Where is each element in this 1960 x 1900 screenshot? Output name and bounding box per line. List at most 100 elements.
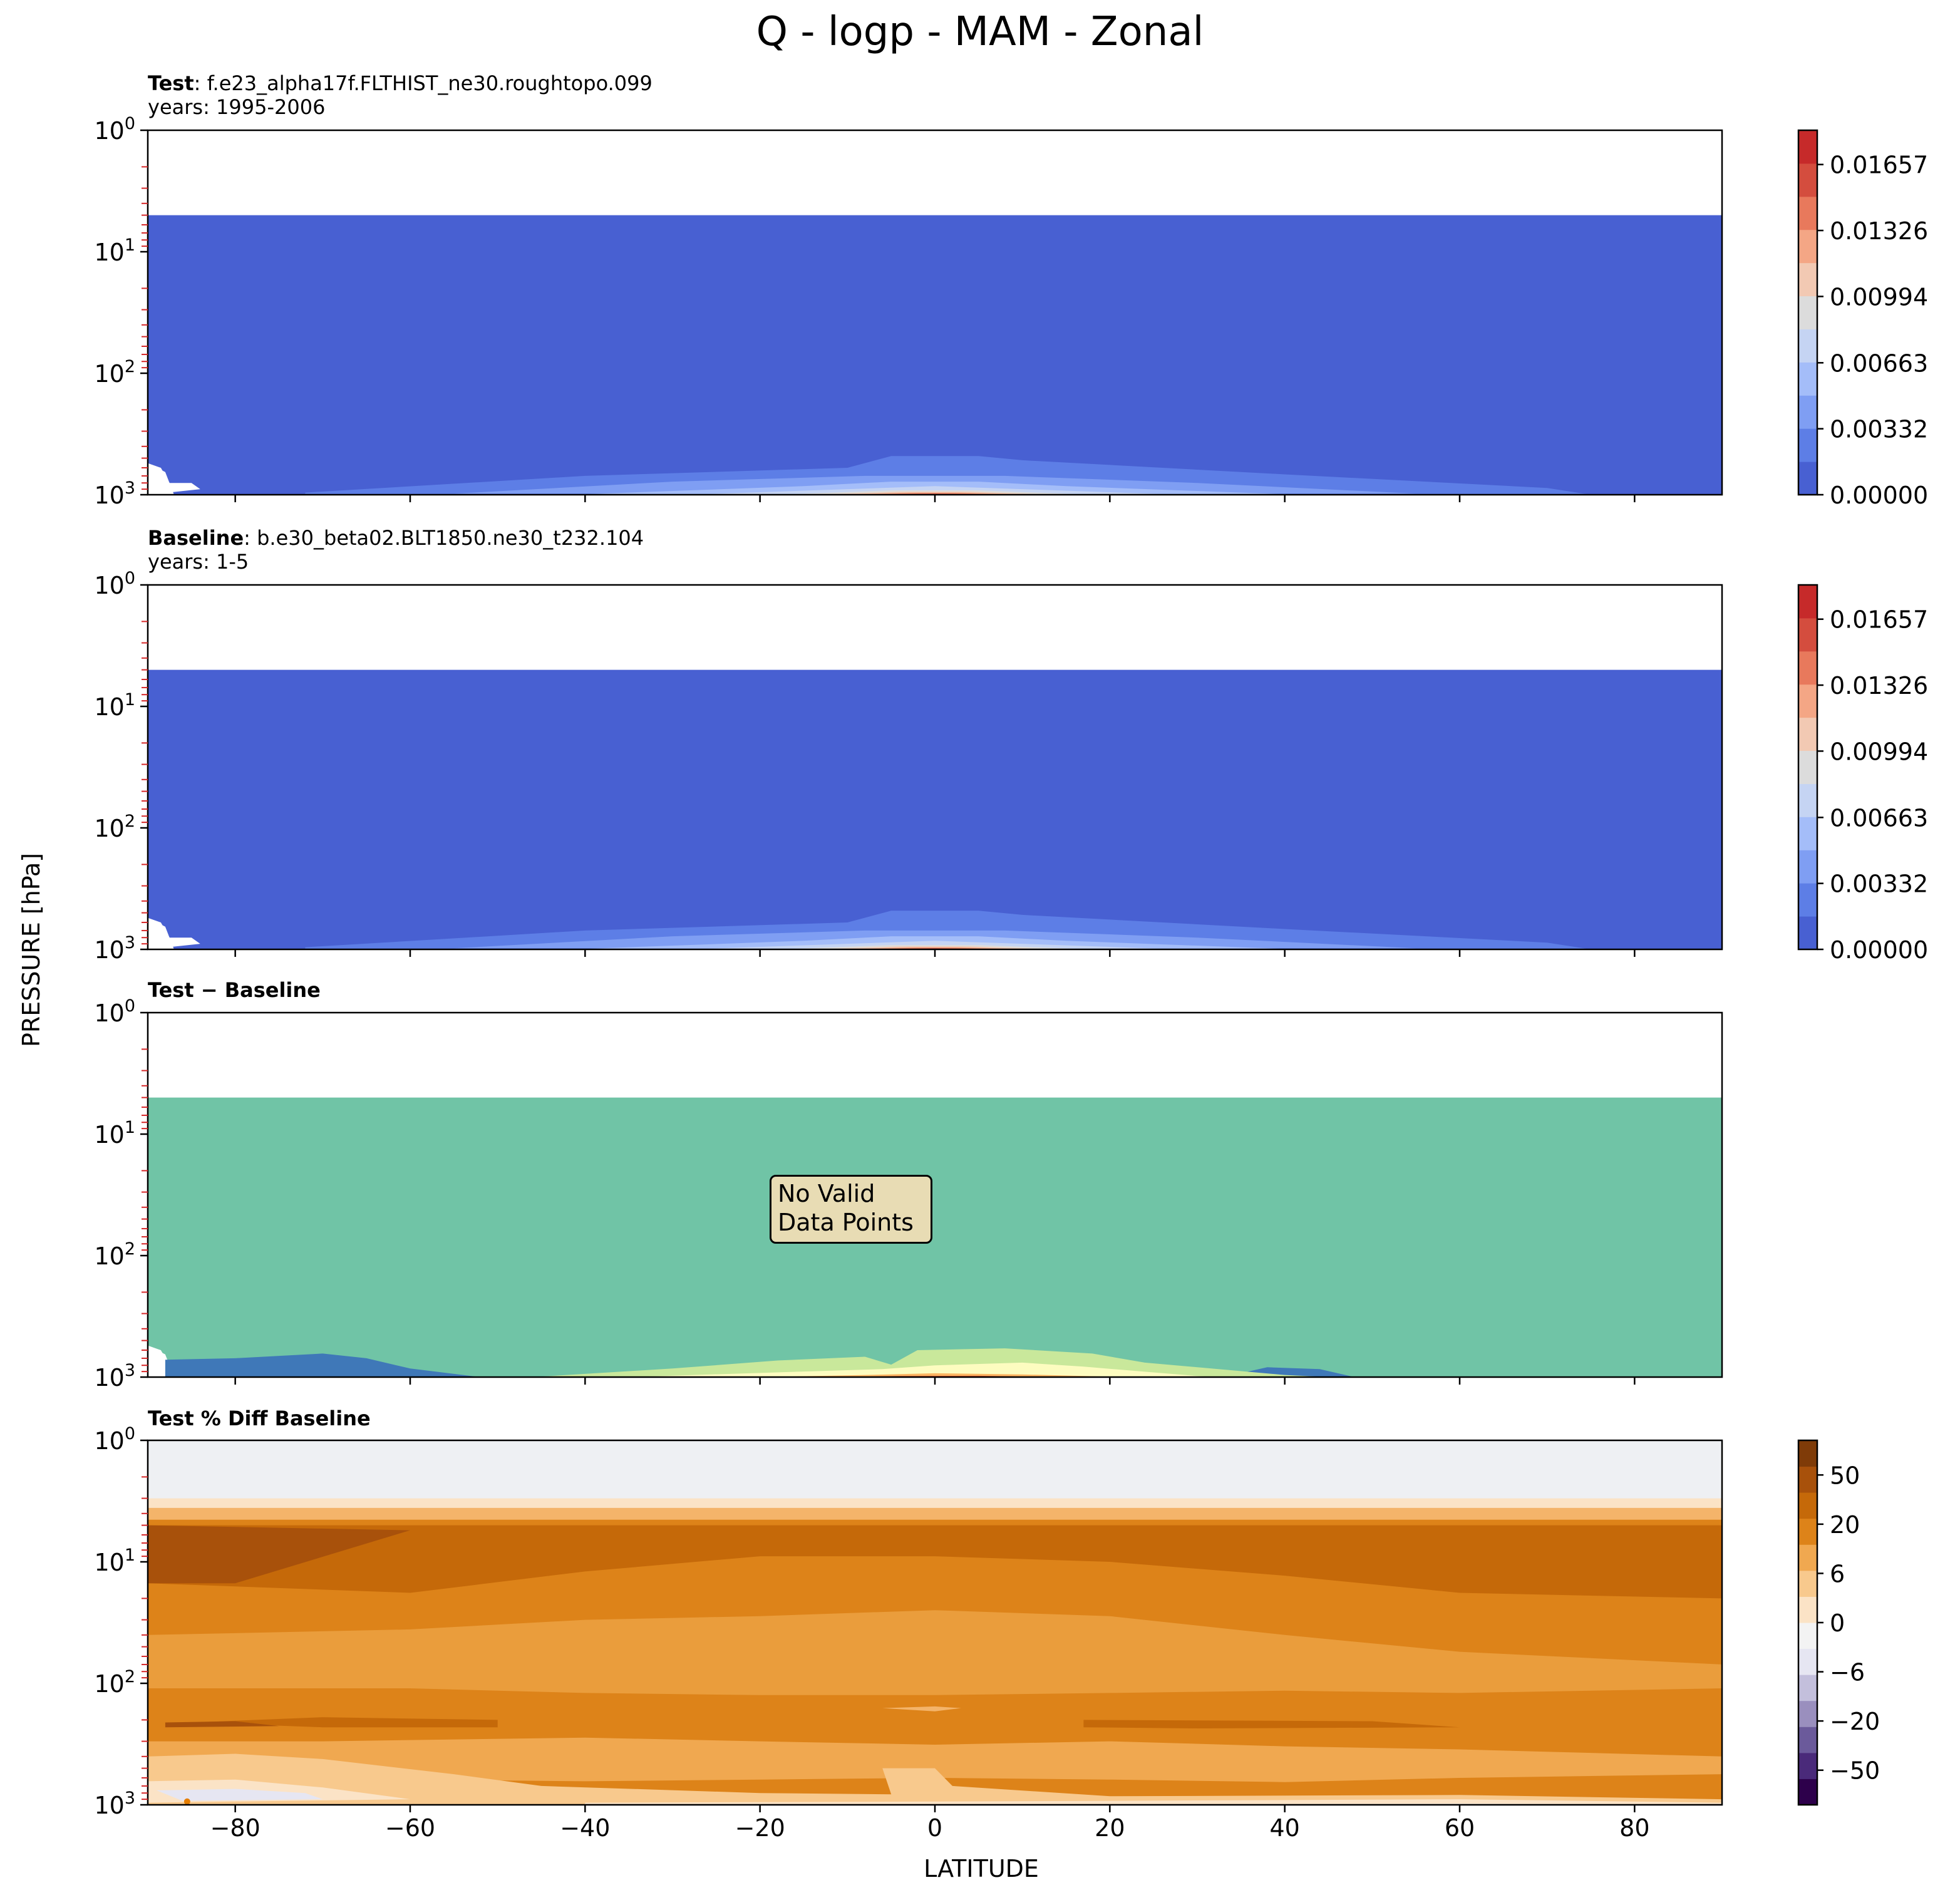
pct-band-13 bbox=[157, 1789, 323, 1801]
y-tick-label: 100 bbox=[94, 996, 135, 1027]
pct-band-8 bbox=[191, 1717, 498, 1728]
colorbar-swatch bbox=[1798, 163, 1817, 197]
colorbar-tick-label: −20 bbox=[1830, 1708, 1880, 1735]
axes-difference: 100 101 102 103 bbox=[94, 996, 1723, 1391]
y-tick-label: 101 bbox=[94, 235, 135, 266]
colorbar-swatch bbox=[1798, 130, 1817, 164]
diff-negative-south bbox=[165, 1353, 480, 1377]
q-field-baseline bbox=[148, 669, 1722, 949]
colorbar-baseline: 0.01657 0.01326 0.00994 0.00663 0.00332 0.000… bbox=[1797, 584, 1928, 964]
colorbar-tick-label: 0 bbox=[1830, 1609, 1845, 1637]
x-tick-label: 60 bbox=[1445, 1814, 1475, 1842]
colorbar-tick-label: 0.01657 bbox=[1830, 606, 1928, 634]
no-data-line-1: No Valid bbox=[778, 1180, 875, 1207]
y-tick-label: 101 bbox=[94, 1546, 135, 1576]
colorbar-swatch bbox=[1798, 883, 1817, 917]
axes-percent_difference: 100 101 102 103 bbox=[94, 1424, 1723, 1819]
colorbar-tick-label: 0.01326 bbox=[1830, 217, 1928, 245]
pct-band-3 bbox=[148, 1525, 1722, 1599]
colorbar-swatch bbox=[1798, 196, 1817, 230]
pct-band-4 bbox=[148, 1525, 410, 1584]
y-tick-label: 100 bbox=[94, 1424, 135, 1455]
test-panel-title: Test: f.e23_alpha17f.FLTHIST_ne30.rought… bbox=[148, 71, 652, 95]
baseline-panel-title: Baseline: b.e30_beta02.BLT1850.ne30_t232… bbox=[148, 526, 644, 550]
colorbar-swatch bbox=[1798, 1700, 1817, 1727]
colorbar-frame bbox=[1797, 584, 1818, 951]
colorbar-tick-label: 0.00663 bbox=[1830, 804, 1928, 832]
colorbar-tick-label: 0.00332 bbox=[1830, 870, 1928, 898]
colorbar-swatch bbox=[1798, 462, 1817, 495]
test-panel-years: years: 1995-2006 bbox=[148, 95, 326, 119]
colorbar-tick-label: 0.00332 bbox=[1830, 416, 1928, 443]
diff-positive-2 bbox=[629, 1362, 1215, 1377]
y-tick-label: 101 bbox=[94, 690, 135, 721]
diff-base bbox=[148, 1097, 1722, 1377]
colorbar-tick-label: 20 bbox=[1830, 1511, 1860, 1539]
y-tick-label: 101 bbox=[94, 1118, 135, 1149]
colorbar-swatch bbox=[1798, 850, 1817, 884]
x-tick-label: 0 bbox=[927, 1814, 942, 1842]
pct-hotspot bbox=[183, 1798, 190, 1805]
y-tick-label: 102 bbox=[94, 1239, 135, 1270]
colorbar-swatch bbox=[1798, 1518, 1817, 1545]
pct-band-10 bbox=[165, 1721, 279, 1728]
colorbar-tick-label: 0.00663 bbox=[1830, 349, 1928, 377]
diff-field bbox=[148, 1097, 1722, 1377]
axes-test: 100 101 102 103 bbox=[94, 114, 1723, 509]
no-valid-data-annotation: No Valid Data Points bbox=[770, 1175, 932, 1244]
colorbar-swatch bbox=[1798, 585, 1817, 619]
y-tick-label: 102 bbox=[94, 357, 135, 388]
pctdiff-panel-title: Test % Diff Baseline bbox=[148, 1407, 371, 1430]
pct-band-14 bbox=[585, 1799, 1722, 1805]
colorbar-swatch bbox=[1798, 717, 1817, 751]
y-tick-label: 103 bbox=[94, 1789, 135, 1819]
x-tick-label: −80 bbox=[210, 1814, 260, 1842]
colorbar-tick-label: −6 bbox=[1830, 1659, 1865, 1686]
colorbar-swatch bbox=[1798, 296, 1817, 329]
colorbar-tick-label: 0.00994 bbox=[1830, 283, 1928, 311]
colorbar-swatch bbox=[1798, 1466, 1817, 1493]
colorbar-swatch bbox=[1798, 1623, 1817, 1650]
colorbar-swatch bbox=[1798, 1544, 1817, 1571]
colorbar-swatch bbox=[1798, 1675, 1817, 1701]
colorbar-swatch bbox=[1798, 651, 1817, 685]
y-tick-label: 103 bbox=[94, 478, 135, 509]
diff-panel-title: Test − Baseline bbox=[148, 978, 321, 1002]
colorbar-tick-label: 0.00994 bbox=[1830, 738, 1928, 765]
y-tick-label: 102 bbox=[94, 812, 135, 842]
x-tick-label: 80 bbox=[1619, 1814, 1649, 1842]
q-level-0 bbox=[148, 669, 1722, 949]
colorbar-swatch bbox=[1798, 750, 1817, 784]
colorbar-swatch bbox=[1798, 916, 1817, 950]
colorbar-swatch bbox=[1798, 684, 1817, 718]
colorbar-swatch bbox=[1798, 783, 1817, 817]
colorbar-swatch bbox=[1798, 362, 1817, 396]
colorbar-tick-label: 0.01657 bbox=[1830, 152, 1928, 179]
y-tick-label: 100 bbox=[94, 114, 135, 145]
colorbar-swatch bbox=[1798, 1752, 1817, 1779]
colorbar-tick-label: 0.00000 bbox=[1830, 482, 1928, 509]
colorbar-swatch bbox=[1798, 1727, 1817, 1753]
pct-band-7 bbox=[148, 1737, 1722, 1782]
y-tick-label: 103 bbox=[94, 1361, 135, 1391]
colorbar-swatch bbox=[1798, 262, 1817, 297]
pct-band-9 bbox=[1083, 1720, 1460, 1728]
pct-band-11 bbox=[148, 1753, 1722, 1805]
pctdiff-field bbox=[148, 1440, 1722, 1805]
colorbar-swatch bbox=[1798, 1570, 1817, 1597]
axes-baseline: 100 101 102 103 bbox=[94, 569, 1723, 964]
colorbar-test: 0.01657 0.01326 0.00994 0.00663 0.00332 0.000… bbox=[1797, 129, 1928, 509]
baseline-panel-years: years: 1-5 bbox=[148, 550, 249, 574]
colorbar-tick-label: −50 bbox=[1830, 1757, 1880, 1785]
colorbar-tick-label: 0.01326 bbox=[1830, 672, 1928, 700]
diff-positive-1 bbox=[532, 1348, 1329, 1377]
colorbar-tick-label: 6 bbox=[1830, 1560, 1845, 1588]
q-field-test bbox=[148, 215, 1722, 495]
colorbar-swatch bbox=[1798, 395, 1817, 429]
x-tick-label: −40 bbox=[560, 1814, 610, 1842]
colorbar-swatch bbox=[1798, 817, 1817, 850]
colorbar-swatch bbox=[1798, 1492, 1817, 1519]
figure-title: Q - logp - MAM - Zonal bbox=[756, 9, 1204, 55]
y-tick-label: 102 bbox=[94, 1667, 135, 1698]
